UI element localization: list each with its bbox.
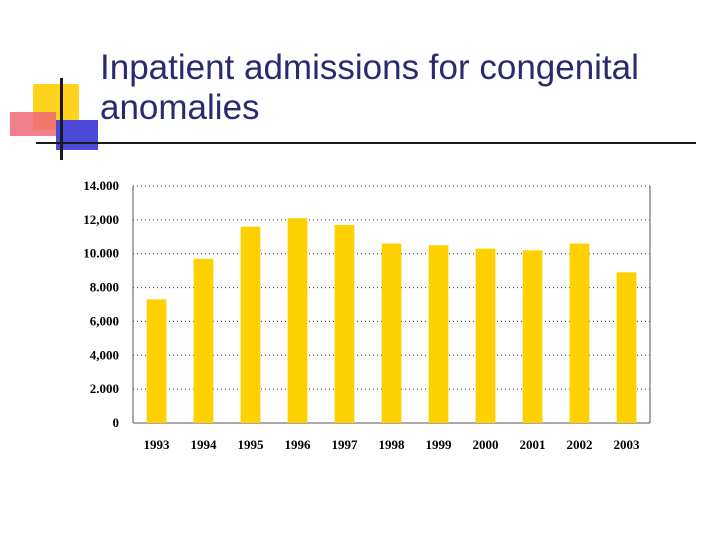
x-tick-label: 1993 (144, 437, 171, 452)
y-tick-label: 4,000 (90, 347, 119, 362)
bar (287, 218, 308, 423)
bar (475, 248, 496, 423)
y-tick-label: 10.000 (83, 246, 119, 261)
y-tick-label: 8.000 (90, 280, 119, 295)
x-tick-label: 2003 (614, 437, 641, 452)
decor-red-square (10, 112, 56, 136)
bar (381, 243, 402, 423)
bar (240, 226, 261, 423)
slide-title: Inpatient admissions for congenital anom… (100, 48, 639, 127)
bar (193, 258, 214, 423)
x-tick-label: 1998 (379, 437, 406, 452)
bar (616, 272, 637, 423)
x-tick-label: 1995 (238, 437, 265, 452)
x-tick-label: 1996 (285, 437, 312, 452)
x-tick-label: 2000 (473, 437, 499, 452)
bar (522, 250, 543, 423)
decor-vertical-line (60, 78, 63, 160)
bar (334, 224, 355, 423)
y-tick-label: 6,000 (90, 313, 119, 328)
bar (146, 299, 167, 423)
bar (428, 245, 449, 423)
y-tick-label: 2.000 (90, 381, 119, 396)
y-tick-label: 0 (113, 415, 120, 430)
x-tick-label: 1997 (332, 437, 359, 452)
x-tick-label: 1994 (191, 437, 218, 452)
decor-blue-square (56, 120, 98, 150)
y-tick-label: 14.000 (83, 178, 119, 193)
decor-horizontal-line (36, 142, 696, 144)
x-tick-label: 2001 (520, 437, 546, 452)
x-tick-label: 1999 (426, 437, 453, 452)
bar (569, 243, 590, 423)
x-tick-label: 2002 (567, 437, 593, 452)
y-tick-label: 12,000 (83, 212, 119, 227)
